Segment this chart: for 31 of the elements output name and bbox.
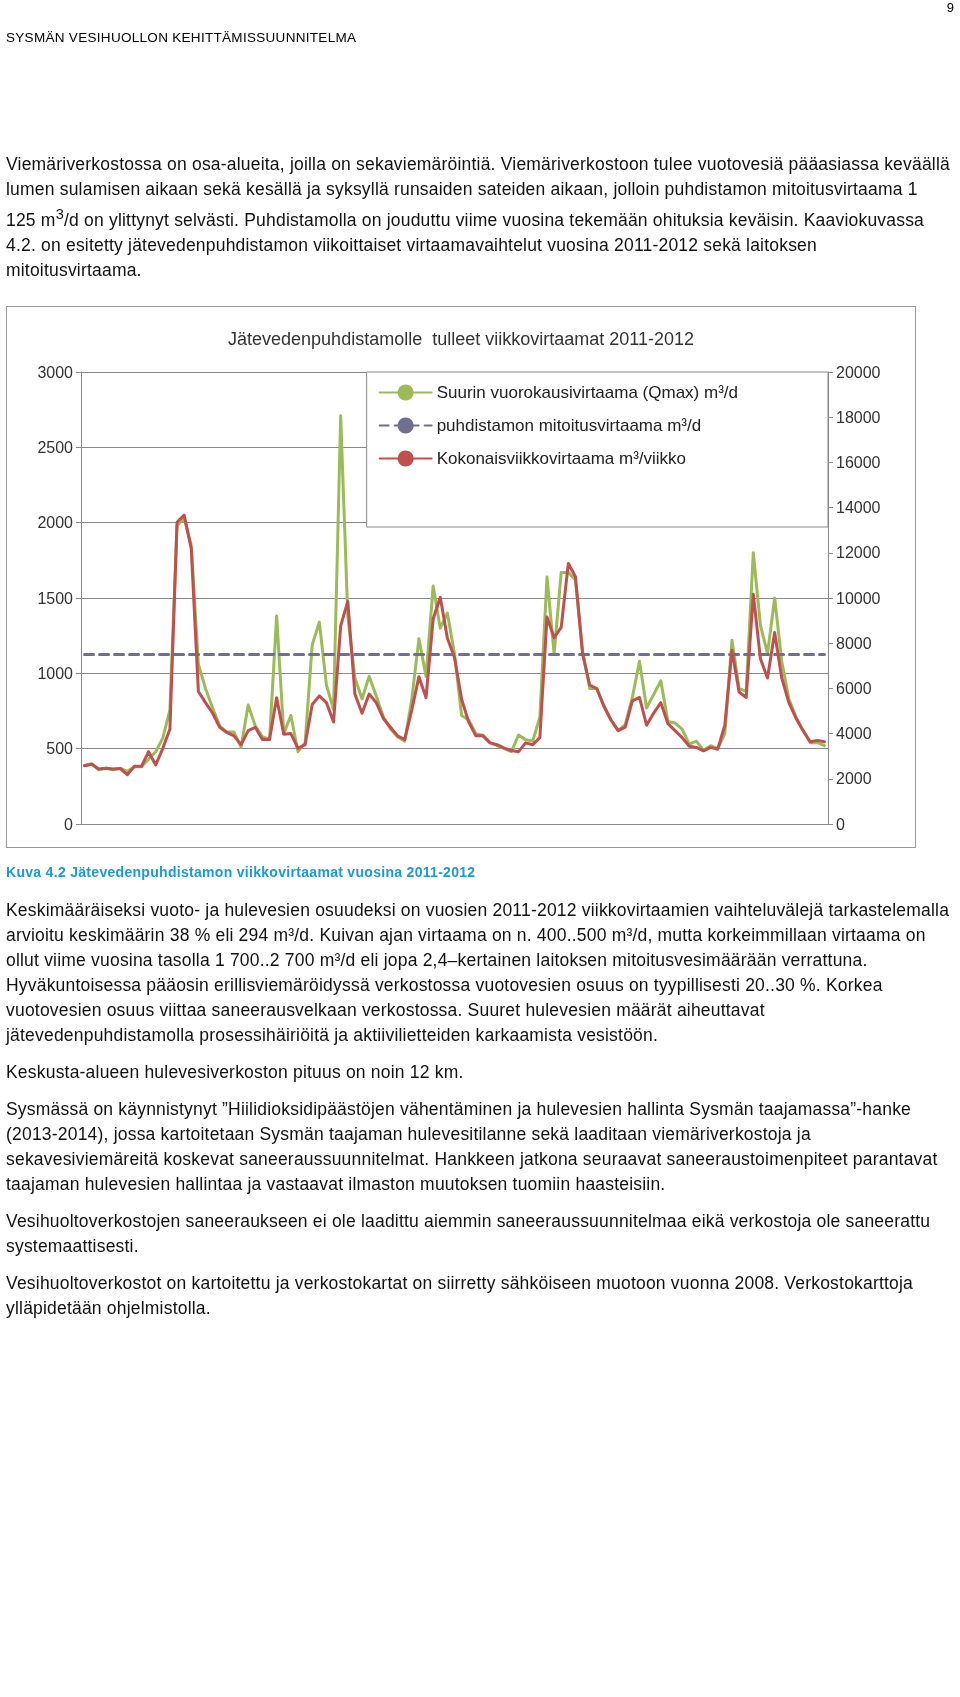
legend-label: Kokonaisviikkovirtaama m³/viikko	[436, 449, 687, 468]
text: Sysmässä on käynnistynyt ”Hiilidioksidipäästöjen vähentäminen ja hulevesien hallinta Sysmän taajamassa”-hanke (2013-2014), jossa kartoitetaan Sysmän taajaman hulevesitilanne sekä laaditaan viemäriverkostoja ja sekavesiviemäreitä koskevat saneeraussuunnitelmat. Hankkeen jatkona seuraavat saneeraustoimenpiteet parantavat taajaman hulevesien hallintaa ja vastaavat ilmaston muutoksen tuomiin haasteisiin.	[6, 1098, 939, 1196]
legend-label: Suurin vuorokausivirtaama (Qmax) m³/d	[436, 383, 739, 402]
y-tick-label: 2000	[37, 514, 74, 532]
y2-tick-label: 12000	[836, 544, 881, 562]
legend-label: puhdistamon mitoitusvirtaama m³/d	[436, 416, 702, 435]
y2-tick-label: 6000	[836, 679, 872, 697]
text: Vesihuoltoverkostot on kartoitettu ja verkostokartat on siirretty sähköiseen muotoon vuonna 2008. Verkostokarttoja ylläpidetään ohjelmistolla.	[6, 1272, 915, 1320]
y2-tick-label: 10000	[836, 589, 881, 607]
text: SYSMÄN VESIHUOLLON KEHITTÄMISSUUNNITELMA	[6, 30, 357, 45]
y2-tick-label: 16000	[836, 453, 881, 471]
y-tick-label: 1000	[37, 664, 74, 682]
chart-title: Jätevedenpuhdistamolle tulleet viikkovirtaamat 2011-2012	[228, 329, 694, 349]
y2-tick-label: 0	[836, 815, 845, 833]
y2-tick-label: 8000	[836, 634, 872, 652]
y-tick-label: 0	[64, 815, 74, 833]
y2-tick-label: 20000	[836, 363, 881, 381]
text: Kuva 4.2 Jätevedenpuhdistamon viikkovirtaamat vuosina 2011-2012	[6, 864, 476, 880]
text: Keskusta-alueen hulevesiverkoston pituus on noin 12 km.	[6, 1061, 465, 1084]
text: Keskimääräiseksi vuoto- ja hulevesien osuudeksi on vuosien 2011-2012 viikkovirtaamien vaihteluvälejä tarkastelemalla arvioitu keskimäärin 38 % eli 294 m³/d. Kuivan ajan virtaama on n. 400..500 m³/d, mutta korkeimmillaan virtaama on ollut viime vuosina tasolla 1 700..2 700 m³/d eli jopa 2,4–kertainen laitoksen mitoitusvesimäärään verrattuna. Hyväkuntoisessa pääosin erillisviemäröidyssä verkostossa vuotovesien osuus on tyypillisesti 20..30 %. Korkea vuotovesien osuus viittaa saneerausvelkaan verkostossa. Suuret hulevesien määrät aiheuttavat jätevedenpuhdistamolla prosessihäiriöitä ja aktiivilietteiden karkaamista vesistöön.	[6, 899, 951, 1047]
text: 9	[946, 0, 954, 15]
y2-tick-label: 2000	[836, 770, 872, 788]
text: Viemäriverkostossa on osa-alueita, joilla on sekaviemäröintiä. Viemäriverkostoon tulee vuotovesiä pääasiassa keväällä lumen sulamisen aikaan sekä kesällä ja syksyllä runsaiden sateiden aikaan, jolloin puhdistamon mitoitusvirtaama 1 125 m$^{3}$/d on ylittynyt selvästi. Puhdistamolla on jouduttu viime vuosina tekemään ohituksia keväisin. Kaaviokuvassa 4.2. on esitetty jätevedenpuhdistamon viikoittaiset virtaamavaihtelut vuosina 2011-2012 sekä laitoksen mitoitusvirtaama.	[6, 153, 951, 282]
y-tick-label: 1500	[37, 589, 74, 607]
y-tick-label: 3000	[37, 363, 74, 381]
y2-tick-label: 18000	[836, 408, 881, 426]
y2-tick-label: 4000	[836, 725, 872, 743]
text: Vesihuoltoverkostojen saneeraukseen ei ole laadittu aiemmin saneeraussuunnitelmaa eikä verkostoja ole saneerattu systemaattisesti.	[6, 1210, 932, 1258]
y2-tick-label: 14000	[836, 499, 881, 517]
y-tick-label: 2500	[37, 438, 74, 456]
y-tick-label: 500	[46, 740, 74, 758]
